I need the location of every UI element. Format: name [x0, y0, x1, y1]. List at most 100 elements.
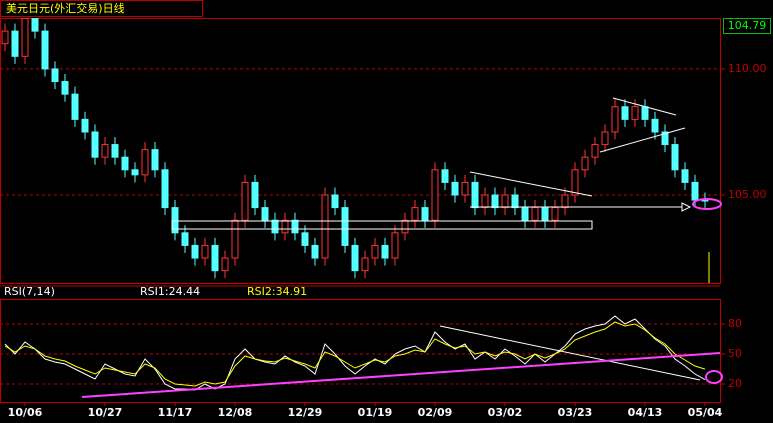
candle-body [441, 169, 449, 183]
candle-body [591, 144, 599, 158]
candle-body [81, 118, 89, 133]
candle-body [641, 106, 649, 120]
x-tick-label: 01/19 [358, 406, 393, 419]
chart-title: 美元日元(外汇交易)日线 [6, 1, 125, 15]
title-box [0, 0, 203, 17]
y-tick-label: 20 [728, 377, 742, 390]
rsi-title: RSI(7,14) [4, 285, 55, 298]
candle-body [601, 131, 609, 146]
candle-body [531, 207, 539, 221]
candle-body [671, 144, 679, 171]
candle-body [181, 232, 189, 246]
x-tick-label: 11/17 [158, 406, 193, 419]
candle-body [571, 169, 579, 196]
candle-body [111, 144, 119, 158]
candle-body [451, 181, 459, 196]
x-tick-label: 10/27 [88, 406, 123, 419]
candle-body [331, 194, 339, 209]
candle-body [501, 194, 509, 209]
candle-body [611, 106, 619, 133]
x-tick-label: 12/08 [218, 406, 253, 419]
x-tick-label: 04/13 [628, 406, 663, 419]
candle-body [291, 219, 299, 234]
candle-body [91, 131, 99, 158]
candle-body [521, 207, 529, 221]
candle-body [351, 244, 359, 272]
x-tick-label: 12/29 [288, 406, 323, 419]
price-panel-frame [0, 18, 721, 284]
candle-body [361, 257, 369, 272]
candle-body [431, 169, 439, 221]
highlight-ellipse [692, 198, 722, 210]
candle-body [301, 232, 309, 246]
candle-body [51, 68, 59, 83]
candle-body [191, 244, 199, 259]
y-tick-label: 105.00 [728, 188, 767, 201]
trend-line [599, 127, 686, 153]
candle-body [461, 181, 469, 196]
candle-body [561, 194, 569, 209]
candle-body [681, 169, 689, 183]
candle-body [151, 149, 159, 171]
candle-body [31, 18, 39, 32]
candle-body [321, 194, 329, 259]
candle-body [141, 149, 149, 176]
legend-rsi2: RSI2:34.91 [247, 285, 307, 298]
candle-body [61, 81, 69, 95]
candle-body [391, 232, 399, 259]
support-box [171, 220, 593, 230]
candle-body [401, 219, 409, 234]
candle-body [691, 181, 699, 201]
candle-body [371, 244, 379, 259]
legend-rsi1: RSI1:24.44 [140, 285, 200, 298]
candle-body [21, 18, 29, 57]
last-price-box [723, 18, 771, 34]
rsi-line [4, 321, 706, 387]
x-tick-label: 03/02 [488, 406, 523, 419]
candle-body [341, 207, 349, 246]
candle-body [241, 181, 249, 221]
trend-line [612, 97, 677, 116]
candle-body [71, 93, 79, 120]
candle-body [651, 118, 659, 133]
x-tick-label: 03/23 [558, 406, 593, 419]
candle-body [101, 144, 109, 158]
x-tick-label: 05/04 [688, 406, 723, 419]
rsi-trend-line [439, 325, 701, 381]
rsi-panel-frame [0, 299, 721, 403]
candle-body [1, 30, 9, 45]
y-tick-label: 80 [728, 317, 742, 330]
candle-body [281, 219, 289, 234]
candle-body [311, 244, 319, 259]
candle-body [471, 181, 479, 209]
annotations [81, 97, 723, 398]
candle-body [211, 244, 219, 272]
candle-body [261, 207, 269, 221]
candle-body [411, 207, 419, 221]
candle-body [511, 194, 519, 209]
candle-body [251, 181, 259, 209]
candle-body [231, 219, 239, 259]
x-tick-label: 02/09 [418, 406, 453, 419]
rsi-support-line [81, 352, 721, 398]
trend-line [469, 171, 593, 197]
y-tick-label: 110.00 [728, 62, 767, 75]
candle-body [621, 106, 629, 120]
highlight-ellipse [705, 370, 723, 384]
candle-body [421, 207, 429, 221]
y-tick-label: 50 [728, 347, 742, 360]
rsi-line [4, 315, 706, 391]
candle-body [131, 169, 139, 176]
candle-body [11, 30, 19, 57]
candle-body [201, 244, 209, 259]
arrow-head [681, 202, 692, 212]
candle-body [551, 207, 559, 221]
candle-body [381, 244, 389, 259]
candle-body [661, 131, 669, 146]
candle-body [271, 219, 279, 234]
candle-body [541, 207, 549, 221]
marks: 105.00 110.00 20 50 80 10/06 10/27 11/17 12/08 12… [0, 18, 767, 419]
candle-body [581, 156, 589, 171]
